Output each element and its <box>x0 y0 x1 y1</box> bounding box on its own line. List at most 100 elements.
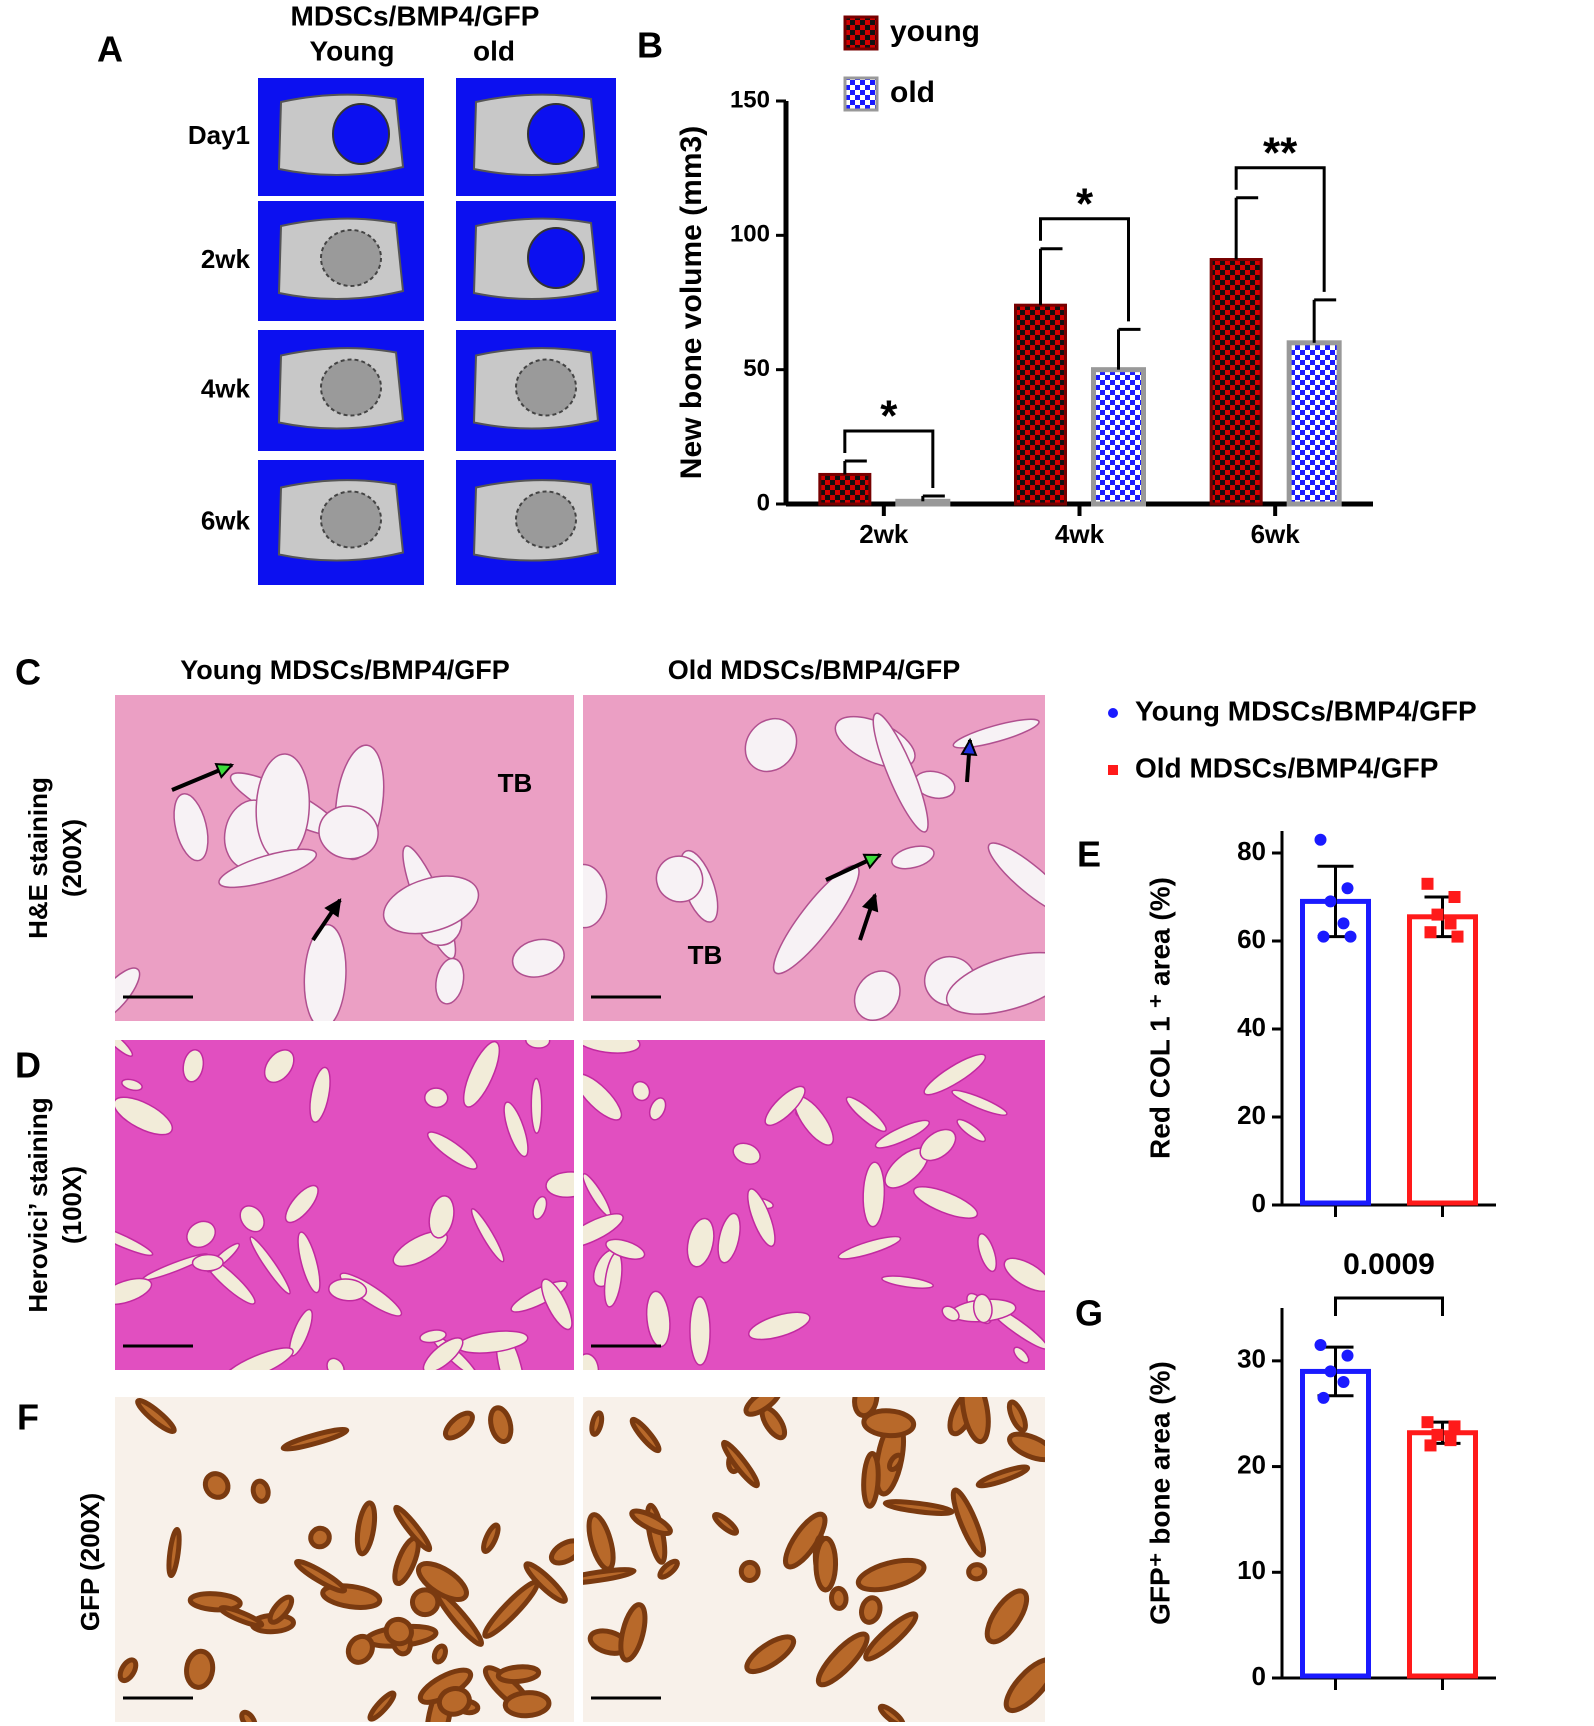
legend-marker <box>1108 765 1118 775</box>
tissue-feature <box>436 1686 472 1717</box>
tissue-feature <box>945 951 1045 1015</box>
tissue-feature <box>882 1499 955 1516</box>
tissue-feature <box>525 1040 551 1049</box>
tissue-feature <box>891 845 935 870</box>
tissue-feature <box>881 1275 934 1289</box>
y-tick-label: 10 <box>1237 1555 1266 1585</box>
column-header: MDSCs/BMP4/GFP <box>291 0 540 31</box>
tissue-feature <box>115 1096 174 1136</box>
tissue-feature <box>318 805 379 860</box>
tissue-feature <box>423 1087 449 1109</box>
histology-image <box>115 1397 574 1722</box>
tissue-feature <box>250 1478 271 1504</box>
tissue-feature <box>975 1464 1031 1489</box>
tissue-feature <box>686 1217 715 1268</box>
tissue-feature <box>861 1408 917 1439</box>
tissue-feature <box>115 1277 153 1306</box>
tissue-feature <box>191 1253 224 1272</box>
tissue-feature <box>657 1558 680 1580</box>
tissue-feature <box>222 1347 294 1370</box>
tissue-feature <box>951 1089 1008 1116</box>
y-tick-label: 60 <box>1237 924 1266 954</box>
tissue-feature <box>354 1500 378 1557</box>
data-point <box>1341 882 1354 895</box>
x-tick-label: 2wk <box>859 519 909 549</box>
significance-bracket <box>843 429 935 488</box>
tissue-feature <box>428 1195 455 1239</box>
tissue-feature <box>919 1128 957 1162</box>
y-tick-label: 100 <box>730 221 770 248</box>
y-tick-label: 80 <box>1237 836 1266 866</box>
tissue-feature <box>409 1587 441 1618</box>
bar <box>1286 340 1342 507</box>
tissue-feature <box>422 1337 464 1370</box>
panel-label: A <box>97 29 123 70</box>
tissue-feature <box>202 1471 231 1500</box>
tissue-feature <box>956 1118 987 1143</box>
tissue-feature <box>583 1040 641 1054</box>
tissue-feature <box>941 1305 960 1322</box>
tissue-feature <box>239 1205 265 1233</box>
column-header: Old MDSCs/BMP4/GFP <box>668 655 961 685</box>
tissue-feature <box>166 1526 182 1579</box>
tissue-feature <box>294 1558 348 1594</box>
tissue-feature <box>121 1078 143 1092</box>
image-annotation: TB <box>688 940 723 970</box>
tissue-feature <box>655 855 704 903</box>
tissue-feature <box>326 1357 345 1370</box>
tissue-feature <box>845 1096 887 1133</box>
new-bone <box>515 358 577 417</box>
tissue-feature <box>732 1142 761 1165</box>
data-point <box>1314 1339 1327 1351</box>
tissue-feature <box>328 1278 368 1302</box>
tissue-feature <box>1013 1346 1030 1364</box>
tissue-feature <box>648 1097 667 1121</box>
tissue-feature <box>872 712 929 833</box>
bar <box>1407 914 1478 1206</box>
tissue-feature <box>583 863 608 929</box>
significance-bracket <box>1234 166 1326 292</box>
legend-label: Old MDSCs/BMP4/GFP <box>1135 752 1438 783</box>
tissue-feature <box>861 1451 881 1509</box>
panel-label: F <box>17 1397 39 1438</box>
significance-bracket <box>1039 217 1130 322</box>
tissue-feature <box>309 1066 331 1123</box>
tissue-feature <box>747 1188 776 1248</box>
legend-label: old <box>890 76 935 109</box>
y-axis-label: New bone volume (mm3) <box>675 126 708 479</box>
bar <box>1300 898 1371 1206</box>
y-axis-label: GFP⁺ bone area (%) <box>1144 1361 1175 1625</box>
arrow-head <box>214 763 235 779</box>
bar <box>1209 258 1263 506</box>
data-point <box>1337 917 1350 930</box>
y-tick-label: 150 <box>730 86 770 113</box>
tissue-feature <box>744 717 798 773</box>
data-point <box>1448 1420 1461 1433</box>
tissue-feature <box>837 1235 902 1260</box>
significance-label: 0.0009 <box>1343 1248 1435 1281</box>
tissue-feature <box>629 1416 662 1454</box>
data-point <box>1421 877 1434 890</box>
tissue-feature <box>689 1296 711 1366</box>
tissue-feature <box>744 1634 797 1675</box>
significance-label: ** <box>1263 128 1298 177</box>
tissue-feature <box>382 875 480 935</box>
tissue-feature <box>249 1236 291 1295</box>
tissue-feature <box>511 938 565 978</box>
row-label: 4wk <box>201 373 251 403</box>
tissue-feature <box>605 1238 646 1260</box>
tissue-feature <box>442 1410 475 1441</box>
data-point <box>1448 891 1461 903</box>
tissue-feature <box>712 1511 740 1536</box>
tissue-feature <box>950 1487 987 1558</box>
tissue-feature <box>263 1049 295 1084</box>
histology-image <box>583 1040 1045 1370</box>
tissue-feature <box>540 1278 573 1331</box>
tissue-feature <box>267 1594 295 1625</box>
data-point <box>1324 895 1337 908</box>
tissue-feature <box>717 1212 741 1264</box>
tissue-feature <box>481 1522 501 1554</box>
data-point <box>1424 926 1437 939</box>
y-tick-label: 0 <box>1252 1661 1266 1691</box>
tissue-feature <box>431 1643 448 1665</box>
